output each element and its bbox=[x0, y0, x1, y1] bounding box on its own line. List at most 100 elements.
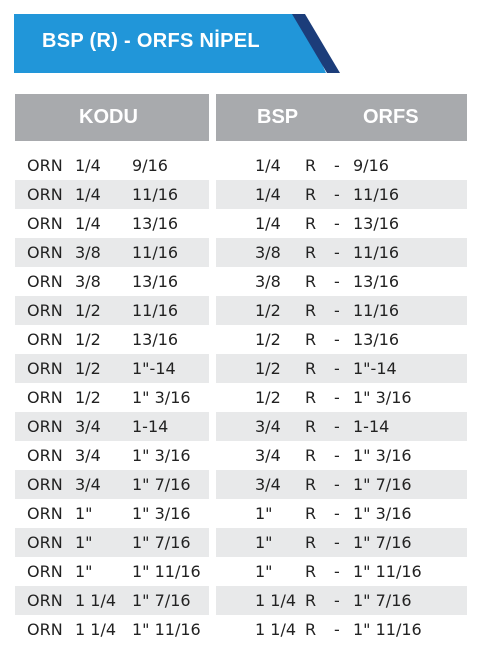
header-orfs-label: ORFS bbox=[363, 106, 419, 128]
r-marker-cell: R bbox=[305, 301, 317, 320]
code-size-cell: 3/4 bbox=[75, 446, 101, 465]
orfs-size-cell: 1"-14 bbox=[353, 359, 397, 378]
bsp-size-cell: 1/4 bbox=[255, 156, 281, 175]
row-background-right bbox=[216, 441, 467, 470]
orfs-size-cell: 11/16 bbox=[353, 185, 400, 204]
code-size-cell: 3/8 bbox=[75, 272, 101, 291]
code-prefix-cell: ORN bbox=[27, 533, 63, 552]
orfs-size-cell: 1" 7/16 bbox=[353, 533, 412, 552]
orfs-size-cell: 13/16 bbox=[353, 330, 400, 349]
code-thread-cell: 1" 7/16 bbox=[132, 591, 191, 610]
row-background-right bbox=[216, 296, 467, 325]
row-background-left bbox=[15, 354, 209, 383]
code-prefix-cell: ORN bbox=[27, 185, 63, 204]
code-size-cell: 1/2 bbox=[75, 359, 101, 378]
table-row: ORN 1/4 11/16 1/4 R -11/16 bbox=[15, 180, 467, 209]
code-thread-cell: 13/16 bbox=[132, 272, 179, 291]
row-background-right bbox=[216, 499, 467, 528]
orfs-size-cell: 11/16 bbox=[353, 243, 400, 262]
code-prefix-cell: ORN bbox=[27, 591, 63, 610]
bsp-size-cell: 1/2 bbox=[255, 330, 281, 349]
code-prefix-cell: ORN bbox=[27, 214, 63, 233]
dash-cell: - bbox=[334, 533, 340, 552]
title-banner: BSP (R) - ORFS NİPEL bbox=[0, 0, 488, 80]
code-size-cell: 1" bbox=[75, 504, 93, 523]
table-row: ORN 1/2 13/16 1/2 R -13/16 bbox=[15, 325, 467, 354]
code-prefix-cell: ORN bbox=[27, 417, 63, 436]
code-thread-cell: 1" 3/16 bbox=[132, 388, 191, 407]
r-marker-cell: R bbox=[305, 620, 317, 639]
bsp-size-cell: 1/2 bbox=[255, 359, 281, 378]
code-size-cell: 1/2 bbox=[75, 388, 101, 407]
dash-cell: - bbox=[334, 446, 340, 465]
header-kodu-label: KODU bbox=[79, 106, 138, 128]
row-background-right bbox=[216, 238, 467, 267]
dash-cell: - bbox=[334, 504, 340, 523]
bsp-size-cell: 3/8 bbox=[255, 272, 281, 291]
table-row: ORN 1/4 13/16 1/4 R -13/16 bbox=[15, 209, 467, 238]
dash-cell: - bbox=[334, 243, 340, 262]
orfs-size-cell: 9/16 bbox=[353, 156, 389, 175]
row-background-left bbox=[15, 470, 209, 499]
r-marker-cell: R bbox=[305, 330, 317, 349]
banner-stripe bbox=[292, 14, 340, 73]
code-prefix-cell: ORN bbox=[27, 620, 63, 639]
header-bsp-label: BSP bbox=[257, 106, 299, 128]
r-marker-cell: R bbox=[305, 156, 317, 175]
table-row: ORN 3/4 1-14 3/4 R -1-14 bbox=[15, 412, 467, 441]
r-marker-cell: R bbox=[305, 185, 317, 204]
table-row: ORN 1/4 9/16 1/4 R -9/16 bbox=[15, 151, 467, 180]
code-prefix-cell: ORN bbox=[27, 504, 63, 523]
bsp-size-cell: 1" bbox=[255, 533, 273, 552]
code-thread-cell: 1" 3/16 bbox=[132, 446, 191, 465]
bsp-size-cell: 1/2 bbox=[255, 301, 281, 320]
table-row: ORN 1" 1" 7/16 1" R -1" 7/16 bbox=[15, 528, 467, 557]
bsp-size-cell: 1" bbox=[255, 562, 273, 581]
bsp-size-cell: 1/4 bbox=[255, 214, 281, 233]
code-thread-cell: 11/16 bbox=[132, 243, 179, 262]
r-marker-cell: R bbox=[305, 388, 317, 407]
dash-cell: - bbox=[334, 156, 340, 175]
row-background-right bbox=[216, 528, 467, 557]
table-row: ORN 1 1/4 1" 11/16 1 1/4 R -1" 11/16 bbox=[15, 615, 467, 644]
header-kodu: KODU bbox=[15, 94, 209, 141]
bsp-size-cell: 1" bbox=[255, 504, 273, 523]
code-prefix-cell: ORN bbox=[27, 243, 63, 262]
code-prefix-cell: ORN bbox=[27, 562, 63, 581]
row-background-right bbox=[216, 180, 467, 209]
r-marker-cell: R bbox=[305, 359, 317, 378]
row-background-left bbox=[15, 180, 209, 209]
r-marker-cell: R bbox=[305, 417, 317, 436]
code-size-cell: 1" bbox=[75, 533, 93, 552]
code-prefix-cell: ORN bbox=[27, 156, 63, 175]
code-prefix-cell: ORN bbox=[27, 359, 63, 378]
dash-cell: - bbox=[334, 185, 340, 204]
dash-cell: - bbox=[334, 330, 340, 349]
dash-cell: - bbox=[334, 562, 340, 581]
orfs-size-cell: 1" 11/16 bbox=[353, 562, 422, 581]
bsp-size-cell: 3/4 bbox=[255, 446, 281, 465]
r-marker-cell: R bbox=[305, 243, 317, 262]
row-background-left bbox=[15, 412, 209, 441]
orfs-size-cell: 1-14 bbox=[353, 417, 390, 436]
dash-cell: - bbox=[334, 417, 340, 436]
code-prefix-cell: ORN bbox=[27, 475, 63, 494]
orfs-size-cell: 1" 7/16 bbox=[353, 591, 412, 610]
code-thread-cell: 1" 7/16 bbox=[132, 533, 191, 552]
code-prefix-cell: ORN bbox=[27, 272, 63, 291]
row-background-left bbox=[15, 238, 209, 267]
code-size-cell: 1/4 bbox=[75, 156, 101, 175]
table-row: ORN 1/2 1" 3/16 1/2 R -1" 3/16 bbox=[15, 383, 467, 412]
banner-fill bbox=[14, 14, 326, 73]
row-background-right bbox=[216, 615, 467, 644]
table-row: ORN 1 1/4 1" 7/16 1 1/4 R -1" 7/16 bbox=[15, 586, 467, 615]
code-size-cell: 1" bbox=[75, 562, 93, 581]
header-bsp-orfs: BSP ORFS bbox=[216, 94, 467, 141]
row-background-right bbox=[216, 209, 467, 238]
code-size-cell: 1 1/4 bbox=[75, 620, 117, 639]
code-size-cell: 1/2 bbox=[75, 330, 101, 349]
bsp-size-cell: 3/4 bbox=[255, 417, 281, 436]
code-size-cell: 3/8 bbox=[75, 243, 101, 262]
orfs-size-cell: 1" 3/16 bbox=[353, 388, 412, 407]
row-background-right bbox=[216, 151, 467, 180]
